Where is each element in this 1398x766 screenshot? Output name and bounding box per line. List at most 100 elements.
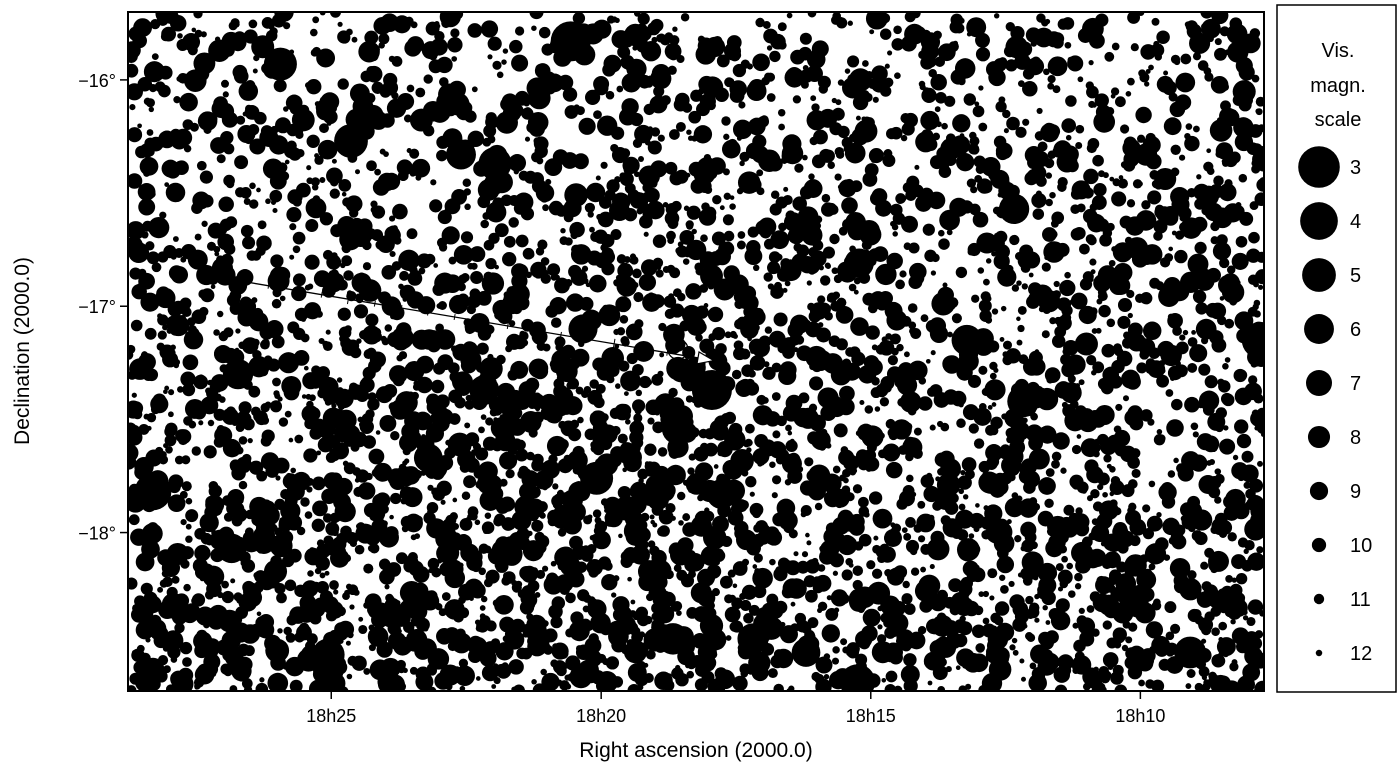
field-star: [832, 646, 840, 654]
field-star: [903, 532, 912, 541]
field-star: [619, 499, 633, 514]
field-star: [322, 407, 344, 429]
field-star: [1218, 621, 1228, 631]
field-star: [243, 685, 253, 691]
field-star: [594, 516, 602, 524]
field-star: [1027, 28, 1042, 43]
field-star: [1077, 76, 1084, 83]
field-star: [285, 94, 303, 112]
field-star: [723, 192, 731, 200]
field-star: [1185, 123, 1193, 130]
field-star: [968, 423, 979, 434]
field-star: [201, 220, 208, 227]
field-star: [905, 539, 920, 553]
field-star: [1158, 658, 1171, 671]
field-star: [1063, 342, 1072, 350]
field-star: [694, 321, 707, 334]
field-star: [1215, 407, 1227, 419]
field-star: [1017, 305, 1027, 315]
field-star: [965, 602, 977, 615]
field-star: [480, 219, 490, 229]
field-star: [325, 329, 331, 335]
field-star: [749, 355, 766, 371]
field-star: [952, 40, 959, 46]
field-star: [306, 177, 314, 185]
field-star: [1256, 419, 1264, 435]
field-star: [357, 218, 373, 234]
field-star: [830, 589, 849, 607]
field-star: [676, 472, 686, 482]
field-star: [531, 519, 544, 532]
field-star: [1027, 66, 1034, 72]
field-star: [990, 612, 1001, 624]
field-star: [1006, 436, 1014, 444]
field-star: [1210, 565, 1218, 574]
field-star: [172, 236, 179, 242]
field-star: [902, 580, 910, 589]
field-star: [662, 201, 669, 208]
field-star: [945, 133, 956, 144]
field-star: [1171, 230, 1177, 236]
field-star: [1061, 304, 1073, 317]
field-star: [499, 440, 505, 446]
field-star: [480, 595, 488, 603]
field-star: [766, 93, 776, 102]
field-star: [1079, 630, 1094, 646]
field-star: [891, 347, 899, 356]
field-star: [1256, 407, 1264, 418]
field-star: [604, 516, 616, 527]
field-star: [1103, 440, 1110, 447]
field-star: [1249, 478, 1264, 493]
field-star: [480, 414, 487, 420]
field-star: [170, 656, 178, 663]
field-star: [1142, 527, 1155, 540]
field-star: [475, 676, 481, 681]
field-star: [723, 42, 742, 60]
field-star: [230, 578, 236, 584]
field-star: [451, 56, 458, 62]
field-star: [378, 602, 401, 625]
field-star: [128, 221, 145, 240]
field-star: [490, 417, 513, 439]
field-star: [142, 368, 155, 382]
field-star: [272, 377, 281, 387]
field-star: [587, 514, 593, 520]
field-star: [196, 255, 203, 262]
field-star: [245, 80, 256, 91]
field-star: [621, 646, 630, 655]
field-star: [879, 28, 892, 40]
field-star: [721, 139, 741, 159]
field-star: [360, 88, 368, 97]
field-star: [970, 186, 978, 194]
field-star: [459, 685, 466, 691]
field-star: [959, 133, 965, 138]
field-star: [944, 95, 956, 107]
field-star: [260, 403, 270, 413]
field-star: [482, 212, 491, 220]
field-star: [1138, 679, 1145, 687]
field-star: [1211, 627, 1220, 637]
field-star: [531, 25, 537, 31]
field-star: [619, 172, 627, 180]
field-star: [317, 139, 338, 160]
field-star: [938, 229, 945, 237]
field-star: [464, 110, 477, 123]
field-star: [311, 518, 325, 532]
field-star: [705, 347, 718, 360]
field-star: [434, 672, 452, 690]
field-star: [1160, 481, 1174, 496]
field-star: [974, 564, 980, 571]
field-star: [1236, 252, 1246, 262]
field-star: [1179, 222, 1190, 233]
field-star: [975, 503, 980, 508]
field-star: [164, 385, 170, 391]
field-star: [1127, 479, 1138, 489]
field-star: [1131, 239, 1146, 253]
field-star: [732, 333, 738, 339]
field-star: [739, 160, 745, 167]
field-star: [852, 565, 864, 576]
field-star: [651, 373, 664, 386]
field-star: [1117, 178, 1128, 189]
field-star: [1154, 167, 1177, 191]
field-star: [975, 643, 985, 653]
